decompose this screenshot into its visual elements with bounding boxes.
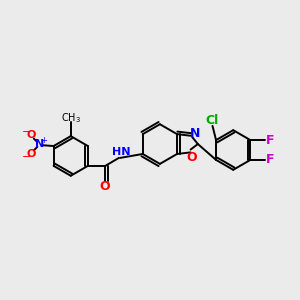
Text: F: F [266,153,274,167]
Text: N: N [35,139,44,149]
Text: −: − [22,127,32,137]
Text: O: O [26,130,36,140]
Text: −: − [22,152,32,162]
Text: Cl: Cl [205,114,218,127]
Text: F: F [266,134,274,147]
Text: O: O [99,180,110,193]
Text: O: O [26,148,36,159]
Text: +: + [40,136,47,145]
Text: $\mathregular{CH_3}$: $\mathregular{CH_3}$ [61,111,81,125]
Text: O: O [186,152,196,164]
Text: N: N [190,127,200,140]
Text: HN: HN [112,147,130,158]
